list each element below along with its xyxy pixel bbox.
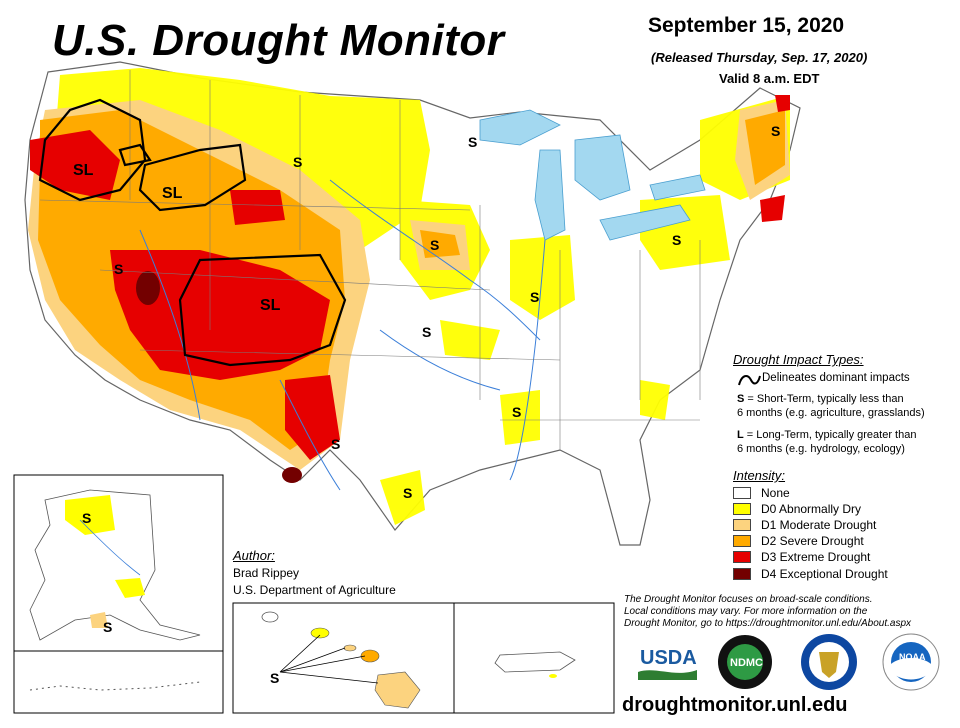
- map-label-s-6: S: [672, 232, 681, 248]
- intensity-heading: Intensity:: [733, 468, 786, 483]
- legend-label-d4: D4 Exceptional Drought: [761, 567, 888, 581]
- ndmc-logo: NDMC: [718, 635, 772, 689]
- hawaii-map: S: [261, 611, 421, 709]
- author-name: Brad Rippey: [233, 566, 300, 580]
- d3-regions: [30, 95, 790, 460]
- puerto-rico-inset: [453, 602, 615, 714]
- svg-text:NDMC: NDMC: [730, 657, 763, 669]
- hawaii-label-s: S: [270, 670, 279, 686]
- legend-row-none: None: [733, 485, 790, 501]
- map-label-sl-3: SL: [260, 297, 281, 314]
- map-label-s-3: S: [468, 134, 477, 150]
- alaska-label-s-2: S: [103, 619, 112, 635]
- note-line-3: Drought Monitor, go to https://droughtmo…: [624, 618, 912, 629]
- valid-time: Valid 8 a.m. EDT: [719, 71, 820, 86]
- legend-swatch-d3: [733, 551, 751, 563]
- legend-row-d2: D2 Severe Drought: [733, 533, 864, 549]
- release-date: (Released Thursday, Sep. 17, 2020): [651, 50, 868, 65]
- legend-swatch-d1: [733, 519, 751, 531]
- alaska-map: S S: [29, 489, 201, 641]
- noaa-logo: NOAA: [882, 633, 940, 691]
- note-line-2: Local conditions may vary. For more info…: [624, 606, 868, 617]
- website-link[interactable]: droughtmonitor.unl.edu: [622, 694, 848, 716]
- map-label-group: SL SL SL S S S S S S S S S S S: [73, 123, 780, 501]
- short-term-text-2: 6 months (e.g. agriculture, grasslands): [737, 407, 925, 419]
- svg-text:NOAA: NOAA: [899, 652, 926, 662]
- short-term-definition: S = Short-Term, typically less than 6 mo…: [737, 392, 952, 420]
- legend-row-d1: D1 Moderate Drought: [733, 517, 876, 533]
- legend-label-d2: D2 Severe Drought: [761, 534, 864, 548]
- long-term-text-2: 6 months (e.g. hydrology, ecology): [737, 443, 905, 455]
- map-label-s-9: S: [512, 404, 521, 420]
- legend-label-d0: D0 Abnormally Dry: [761, 502, 862, 516]
- impact-line-symbol: [738, 375, 761, 386]
- short-term-key: S: [737, 393, 745, 405]
- legend-swatch-d2: [733, 535, 751, 547]
- short-term-text: = Short-Term, typically less than: [747, 393, 904, 405]
- legend-swatch-d4: [733, 568, 751, 580]
- disclaimer-note: The Drought Monitor focuses on broad-sca…: [624, 594, 944, 630]
- map-label-s-8: S: [422, 324, 431, 340]
- map-label-s-11: S: [403, 485, 412, 501]
- page-title: U.S. Drought Monitor: [52, 16, 505, 65]
- puerto-rico-map: [494, 651, 576, 673]
- d4-regions: [136, 271, 302, 483]
- legend-label-d1: D1 Moderate Drought: [761, 518, 877, 532]
- map-label-s-4: S: [771, 123, 780, 139]
- legend-label-d3: D3 Extreme Drought: [761, 550, 871, 564]
- note-line-1: The Drought Monitor focuses on broad-sca…: [624, 594, 873, 605]
- legend-swatch-none: [733, 487, 751, 499]
- legend-row-d4: D4 Exceptional Drought: [733, 566, 888, 582]
- impact-boundaries: [38, 98, 347, 367]
- impact-line-label: Delineates dominant impacts: [762, 372, 910, 384]
- long-term-key: L: [737, 429, 744, 441]
- impact-types-heading: Drought Impact Types:: [733, 352, 864, 367]
- alaska-label-s-1: S: [82, 510, 91, 526]
- map-label-s-7: S: [530, 289, 539, 305]
- puerto-rico-d0: [549, 674, 557, 678]
- rivers: [139, 179, 546, 491]
- long-term-text: = Long-Term, typically greater than: [746, 429, 917, 441]
- great-lakes: [479, 109, 706, 241]
- legend-label-none: None: [761, 486, 790, 500]
- legend-swatch-d0: [733, 503, 751, 515]
- author-heading: Author:: [233, 548, 275, 563]
- long-term-definition: L = Long-Term, typically greater than 6 …: [737, 428, 952, 456]
- map-date: September 15, 2020: [648, 14, 845, 37]
- map-label-sl-2: SL: [162, 185, 183, 202]
- map-label-s-10: S: [331, 436, 340, 452]
- svg-text:USDA: USDA: [640, 647, 697, 669]
- map-label-sl-1: SL: [73, 162, 94, 179]
- aleutian-inset: [13, 650, 224, 714]
- state-borders: [39, 70, 701, 450]
- map-label-s-2: S: [293, 154, 302, 170]
- map-label-s-5: S: [430, 237, 439, 253]
- map-label-s-1: S: [114, 261, 123, 277]
- commerce-seal: [801, 634, 857, 690]
- legend-row-d0: D0 Abnormally Dry: [733, 501, 861, 517]
- usda-logo: USDA: [637, 644, 697, 680]
- author-organization: U.S. Department of Agriculture: [233, 583, 396, 597]
- legend-row-d3: D3 Extreme Drought: [733, 549, 870, 565]
